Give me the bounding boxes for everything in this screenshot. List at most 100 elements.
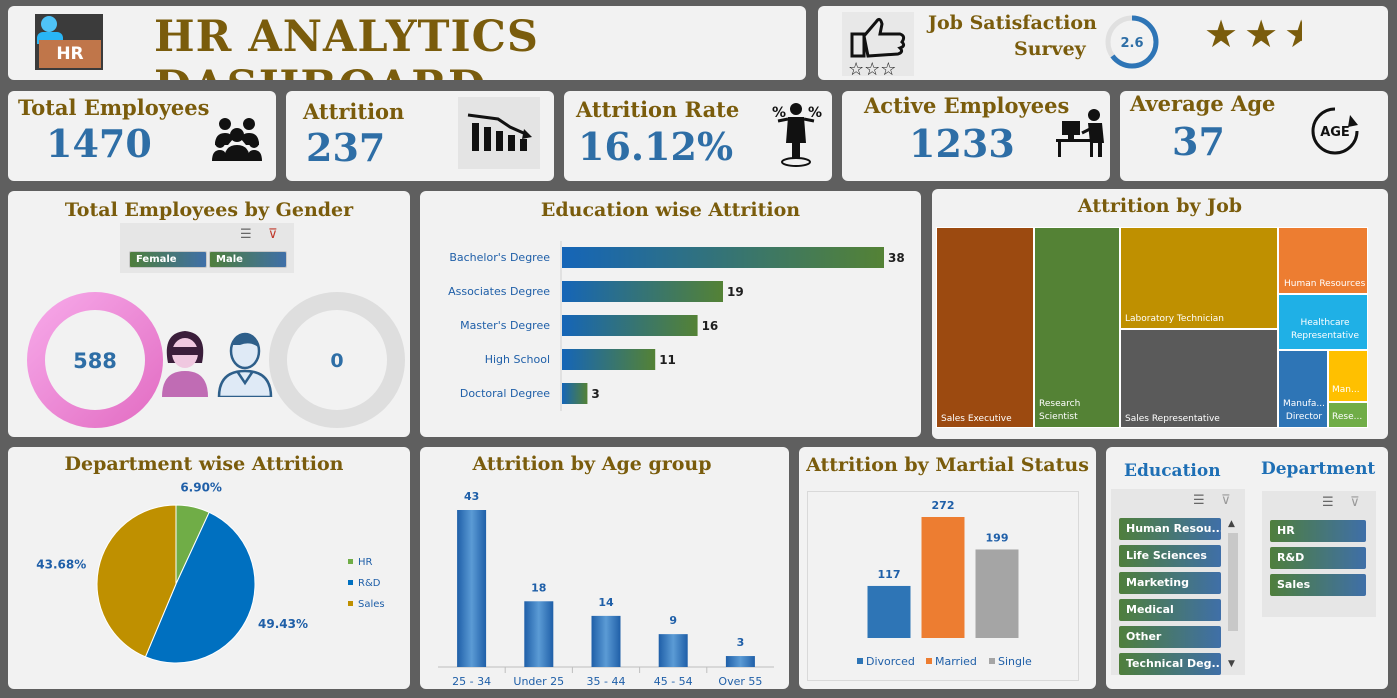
slicer-option-female[interactable]: Female	[129, 251, 207, 268]
kpi-label: Attrition Rate	[576, 97, 740, 122]
marital-attrition-panel: Attrition by Martial Status 117 272 199 Div…	[799, 447, 1096, 689]
education-attrition-panel: Education wise Attrition Bachelor's Degr…	[420, 191, 921, 437]
svg-text:AGE: AGE	[1320, 125, 1350, 140]
treemap-human-resources[interactable]: Human Resources	[1278, 227, 1368, 294]
pie-slice[interactable]	[96, 504, 177, 658]
category-label: 45 - 54	[654, 675, 693, 688]
kpi-value: 1470	[46, 121, 152, 166]
kpi-label: Total Employees	[18, 95, 210, 120]
treemap-manufacturing-director[interactable]: Manufa... Director	[1278, 350, 1328, 428]
legend-label: Divorced	[866, 655, 915, 668]
legend-swatch	[926, 658, 932, 664]
treemap-research-scientist[interactable]: Research Scientist	[1034, 227, 1120, 428]
clear-filter-icon[interactable]: ⊽	[268, 227, 278, 242]
education-bar[interactable]	[562, 383, 588, 404]
age-bar[interactable]	[591, 615, 621, 667]
treemap-sales-representative[interactable]: Sales Representative	[1120, 329, 1278, 428]
satisfaction-stars: ★★★	[1204, 12, 1302, 56]
education-bar[interactable]	[562, 315, 698, 336]
marital-bar[interactable]	[975, 549, 1019, 638]
data-label: 43	[464, 490, 479, 503]
treemap-laboratory-technician[interactable]: Laboratory Technician	[1120, 227, 1278, 329]
data-label: 18	[531, 581, 546, 594]
multi-select-icon[interactable]: ☰	[1322, 495, 1334, 510]
data-label: 3	[737, 636, 745, 649]
treemap-label: Research Scientist	[1039, 399, 1081, 422]
treemap-manager[interactable]: Man...	[1328, 350, 1368, 402]
legend-swatch	[857, 658, 863, 664]
slicer-option-department[interactable]: R&D	[1270, 547, 1366, 569]
satisfaction-score-gauge: 2.6	[1105, 15, 1159, 69]
marital-bar[interactable]	[867, 585, 911, 638]
pie-data-label: 6.90%	[180, 480, 222, 494]
people-group-icon	[212, 118, 262, 161]
slicer-option-education[interactable]: Other	[1119, 626, 1221, 648]
desk-worker-icon	[1056, 109, 1104, 157]
age-bar[interactable]	[457, 510, 487, 667]
pie-slice[interactable]	[144, 511, 256, 664]
survey-card: ☆☆☆ Job Satisfaction Survey 2.6 ★★★	[818, 6, 1388, 80]
star-filled-icon: ★	[1244, 12, 1285, 56]
marital-chart-title: Attrition by Martial Status	[806, 454, 1089, 476]
treemap-research-director[interactable]: Rese...	[1328, 402, 1368, 428]
legend-swatch	[348, 559, 353, 564]
scrollbar-thumb[interactable]	[1228, 533, 1238, 631]
slicer-option-education[interactable]: Medical	[1119, 599, 1221, 621]
marital-bar[interactable]	[921, 517, 965, 638]
percent-person-icon: % %	[772, 103, 822, 167]
age-cycle-icon: AGE	[1311, 107, 1359, 155]
department-chart-title: Department wise Attrition	[64, 453, 344, 475]
slicer-option-department[interactable]: HR	[1270, 520, 1366, 542]
male-avatar-icon	[217, 332, 273, 397]
thumbs-up-rating-icon: ☆☆☆	[842, 12, 914, 76]
treemap-label: Man...	[1332, 385, 1360, 395]
multi-select-icon[interactable]: ☰	[240, 227, 252, 242]
data-label: 38	[888, 251, 905, 265]
data-label: 199	[986, 531, 1009, 544]
slicer-scrollbar[interactable]: ▲ ▼	[1227, 519, 1239, 673]
legend-swatch	[348, 601, 353, 606]
multi-select-icon[interactable]: ☰	[1193, 493, 1205, 508]
age-bar[interactable]	[658, 634, 688, 667]
scroll-up-icon[interactable]: ▲	[1228, 519, 1235, 529]
kpi-average-age: Average Age 37 AGE	[1120, 91, 1388, 181]
treemap-healthcare-representative[interactable]: Healthcare Representative	[1278, 294, 1368, 350]
survey-score: 2.6	[1120, 36, 1143, 51]
education-bar[interactable]	[562, 349, 656, 370]
slicers-panel: Education Department ☰ ⊽ Human Resou... …	[1106, 447, 1388, 689]
job-treemap: Sales Executive Research Scientist Labor…	[936, 227, 1368, 429]
age-bar[interactable]	[524, 601, 554, 667]
slicer-option-education[interactable]: Marketing	[1119, 572, 1221, 594]
slicer-option-education[interactable]: Human Resou...	[1119, 518, 1221, 540]
treemap-sales-executive[interactable]: Sales Executive	[936, 227, 1034, 428]
slicer-option-education[interactable]: Technical Deg...	[1119, 653, 1221, 675]
clear-filter-icon[interactable]: ⊽	[1350, 495, 1360, 510]
scroll-down-icon[interactable]: ▼	[1228, 659, 1235, 669]
header-card: HR HR ANALYTICS DASHBOARD	[8, 6, 806, 80]
slicer-option-department[interactable]: Sales	[1270, 574, 1366, 596]
education-chart-title: Education wise Attrition	[540, 199, 801, 221]
slicer-option-education[interactable]: Life Sciences	[1119, 545, 1221, 567]
male-donut: 0	[269, 292, 405, 428]
age-attrition-panel: Attrition by Age group 43 25 - 34 18 Under …	[420, 447, 789, 689]
data-label: 11	[659, 353, 676, 367]
kpi-attrition-rate: Attrition Rate 16.12% % %	[564, 91, 832, 181]
kpi-value: 16.12%	[578, 124, 734, 169]
education-bar[interactable]	[562, 281, 723, 302]
data-label: 19	[727, 285, 744, 299]
slicer-option-male[interactable]: Male	[209, 251, 287, 268]
data-label: 14	[598, 596, 614, 609]
legend-swatch	[348, 580, 353, 585]
age-bar[interactable]	[725, 656, 755, 667]
data-label: 272	[932, 499, 955, 512]
education-bar[interactable]	[562, 247, 884, 268]
kpi-value: 237	[306, 125, 386, 170]
kpi-label: Average Age	[1130, 91, 1276, 116]
kpi-label: Active Employees	[864, 93, 1070, 118]
female-avatar-icon	[162, 331, 208, 397]
department-slicer: ☰ ⊽ HR R&D Sales	[1262, 491, 1376, 617]
kpi-value: 37	[1172, 119, 1225, 164]
legend-label: Sales	[358, 599, 385, 610]
hr-logo: HR	[35, 14, 103, 70]
clear-filter-icon[interactable]: ⊽	[1221, 493, 1231, 508]
